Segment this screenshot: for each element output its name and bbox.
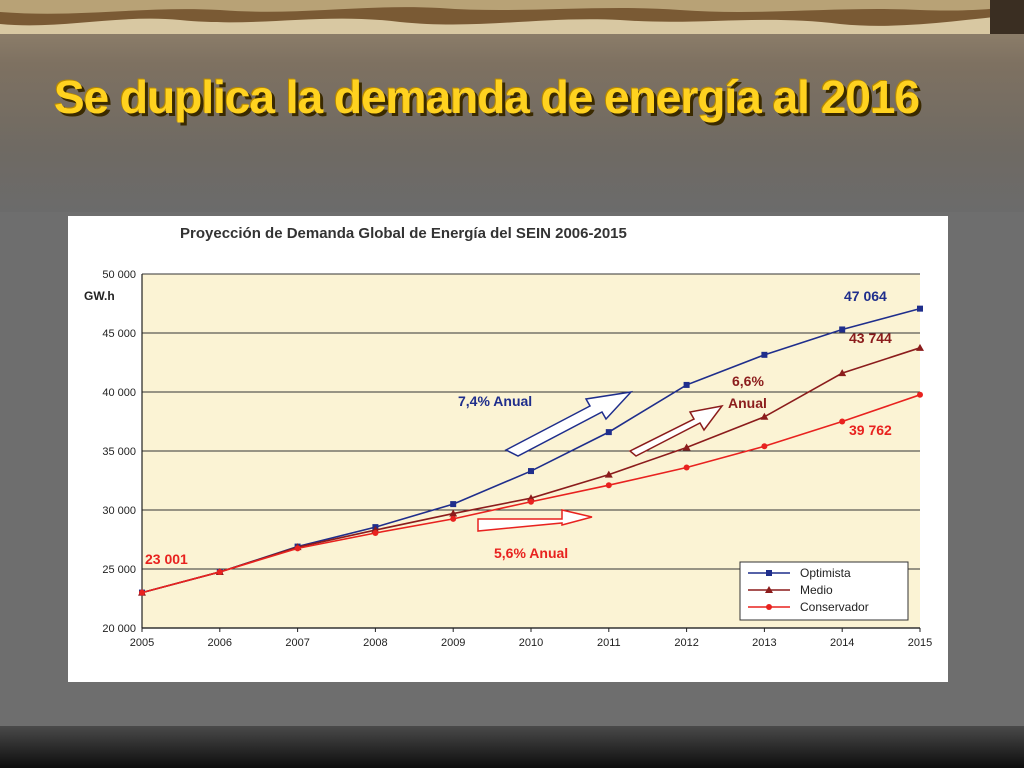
data-point-conservador: [917, 391, 923, 398]
data-point-conservador: [139, 589, 145, 596]
annotation-conservador-end: 39 762: [849, 422, 892, 438]
series-conservador: [139, 391, 923, 596]
annotation-medio-rate-suffix: Anual: [728, 395, 767, 411]
chart-legend: Optimista Medio Conservador: [739, 561, 909, 621]
y-tick-label: 30 000: [102, 505, 136, 517]
legend-conservador-label: Conservador: [800, 600, 869, 614]
x-tick-label: 2007: [285, 637, 309, 649]
x-tick-label: 2009: [441, 637, 465, 649]
x-tick-label: 2011: [597, 637, 621, 649]
annotation-medio-rate: 6,6%: [732, 373, 764, 389]
x-tick-label: 2005: [130, 637, 154, 649]
data-point-optimista: [917, 305, 923, 312]
annotation-conservador-rate: 5,6% Anual: [494, 545, 568, 561]
arrow-optimista: [504, 390, 634, 457]
x-tick-label: 2015: [908, 637, 932, 649]
data-point-optimista: [605, 429, 612, 436]
data-point-medio: [604, 470, 613, 478]
data-point-optimista: [839, 326, 846, 333]
data-point-conservador: [605, 482, 612, 489]
gridlines: [142, 273, 920, 629]
x-tick-label: 2014: [830, 637, 854, 649]
chart-title: Proyección de Demanda Global de Energía …: [180, 225, 627, 242]
x-tick-label: 2012: [674, 637, 698, 649]
legend-optimista-marker: [766, 570, 772, 576]
series-lines: [138, 305, 924, 596]
legend-conservador-marker: [766, 604, 772, 610]
y-tick-label: 45 000: [102, 328, 136, 340]
data-point-medio: [916, 343, 924, 351]
slide-title: Se duplica la demanda de energía al 2016: [54, 71, 920, 123]
data-point-conservador: [683, 464, 690, 471]
x-tick-label: 2010: [519, 637, 543, 649]
annotation-medio-end: 43 744: [849, 330, 892, 346]
decorative-top-strip: [0, 0, 1024, 34]
data-point-conservador: [372, 530, 379, 537]
data-point-conservador: [761, 443, 768, 450]
data-point-optimista: [450, 501, 457, 508]
data-point-medio: [449, 509, 458, 517]
data-point-optimista: [528, 468, 534, 475]
legend-medio-label: Medio: [800, 583, 833, 597]
chart-panel: Proyección de Demanda Global de Energía …: [68, 216, 948, 682]
arrow-conservador: [477, 509, 593, 532]
data-point-medio: [838, 369, 847, 377]
data-point-conservador: [450, 515, 457, 522]
data-point-medio: [682, 443, 691, 451]
y-tick-label: 50 000: [102, 269, 136, 281]
annotation-start-value: 23 001: [145, 551, 188, 567]
x-tick-label: 2008: [363, 637, 387, 649]
x-tick-label: 2006: [208, 637, 232, 649]
legend-optimista-label: Optimista: [800, 566, 851, 580]
arrow-medio: [628, 404, 724, 457]
slide-header-background: Se duplica la demanda de energía al 2016: [0, 0, 1024, 212]
demand-projection-chart: Proyección de Demanda Global de Energía …: [84, 225, 932, 649]
y-tick-label: 25 000: [102, 564, 136, 576]
data-point-medio: [760, 412, 769, 420]
data-point-conservador: [216, 568, 223, 575]
x-tick-label: 2013: [752, 637, 776, 649]
data-point-conservador: [839, 418, 846, 425]
slide-footer-background: [0, 726, 1024, 768]
annotation-optimista-rate: 7,4% Anual: [458, 393, 532, 409]
annotations: 23 001 47 064 43 744 39 762 7,4% Anual 6…: [145, 288, 892, 567]
data-point-medio: [527, 494, 535, 502]
data-point-optimista: [683, 381, 690, 388]
legend-medio-marker: [765, 586, 773, 593]
annotation-optimista-end: 47 064: [844, 288, 887, 304]
data-point-conservador: [528, 498, 534, 505]
data-point-optimista: [761, 351, 768, 358]
y-tick-label: 20 000: [102, 623, 136, 635]
y-axis-unit-label: GW.h: [84, 289, 115, 303]
axes: 20 000 25 000 30 000 35 000 40 000 45 000 50 0…: [102, 269, 932, 649]
y-tick-label: 40 000: [102, 387, 136, 399]
y-tick-label: 35 000: [102, 446, 136, 458]
growth-arrows: [477, 390, 724, 532]
data-point-conservador: [294, 545, 301, 552]
